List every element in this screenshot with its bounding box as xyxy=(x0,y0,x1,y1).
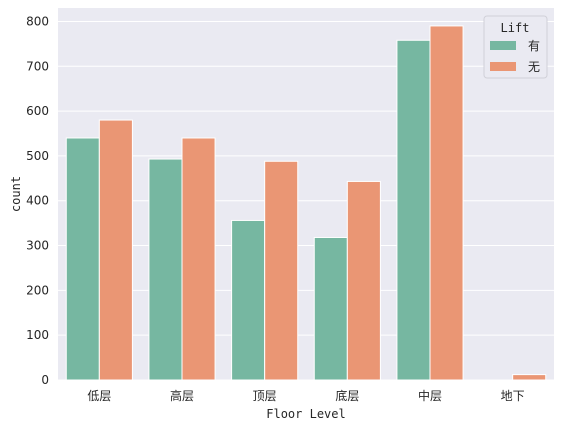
x-tick-label: 顶层 xyxy=(253,389,277,403)
bar-0-1 xyxy=(148,158,183,381)
x-tick-label: 底层 xyxy=(335,388,359,403)
legend-label-series-0: 有 xyxy=(528,39,540,53)
legend-title: Lift xyxy=(501,21,530,35)
y-axis-label: count xyxy=(9,176,23,212)
x-tick-label: 高层 xyxy=(170,388,194,403)
y-tick-label: 400 xyxy=(26,194,49,208)
x-tick-labels: 低层 高层 顶层 底层 中层 地下 xyxy=(87,388,524,403)
legend-label-series-1: 无 xyxy=(528,60,540,74)
x-tick-label: 低层 xyxy=(87,389,111,403)
bar-0-0 xyxy=(65,137,100,381)
bar-0-3 xyxy=(313,236,348,381)
bar-1-1 xyxy=(181,137,216,381)
y-tick-label: 200 xyxy=(26,283,49,297)
y-tick-label: 300 xyxy=(26,239,49,253)
legend-swatch-series-1 xyxy=(490,62,516,71)
bar-1-0 xyxy=(98,119,133,381)
y-tick-labels: 0 100 200 300 400 500 600 700 800 xyxy=(26,14,49,387)
bar-1-3 xyxy=(346,180,381,381)
legend: Lift 有 无 xyxy=(483,15,548,79)
bar-1-5 xyxy=(512,374,547,381)
bars xyxy=(65,25,547,381)
y-tick-label: 100 xyxy=(26,328,49,342)
y-tick-label: 500 xyxy=(26,149,49,163)
bar-0-2 xyxy=(231,219,266,381)
x-tick-label: 地下 xyxy=(501,389,525,403)
x-tick-label: 中层 xyxy=(418,388,442,403)
plot-background xyxy=(58,8,554,380)
gridlines xyxy=(58,20,554,381)
y-tick-label: 800 xyxy=(26,14,49,28)
y-tick-label: 600 xyxy=(26,104,49,118)
bar-1-2 xyxy=(264,160,299,381)
x-axis-label: Floor Level xyxy=(266,407,345,421)
y-tick-label: 0 xyxy=(41,373,49,387)
bar-1-4 xyxy=(429,25,464,381)
y-tick-label: 700 xyxy=(26,59,49,73)
bar-0-4 xyxy=(396,39,431,381)
legend-swatch-series-0 xyxy=(490,41,516,50)
